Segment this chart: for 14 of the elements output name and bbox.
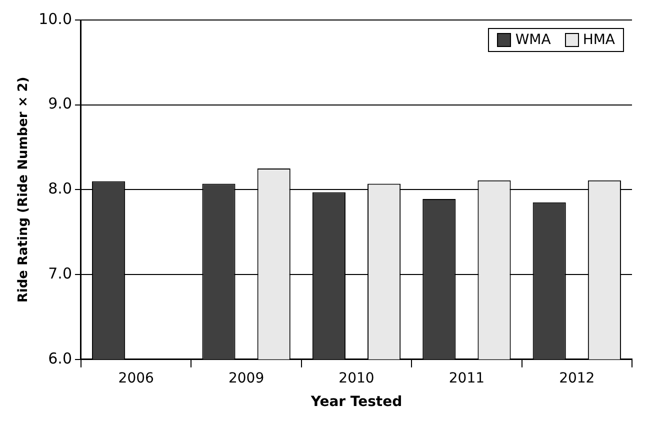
x-axis-title: Year Tested [310,394,402,410]
x-tick-label: 2009 [228,370,264,386]
y-axis-title: Ride Rating (Ride Number × 2) [16,76,32,303]
y-tick-label: 9.0 [48,94,72,113]
legend-label: HMA [582,32,615,48]
y-tick-label: 7.0 [48,264,72,282]
x-tick-label: 2012 [559,370,595,386]
x-tick-label: 2011 [448,370,485,386]
y-tick-label: 6.0 [48,349,72,368]
legend-label: WMA [515,32,551,48]
y-tick-label: 8.0 [48,180,72,198]
x-tick-label: 2010 [338,370,374,386]
x-tick-label: 2006 [118,370,154,386]
y-tick-label: 10.0 [38,10,72,28]
